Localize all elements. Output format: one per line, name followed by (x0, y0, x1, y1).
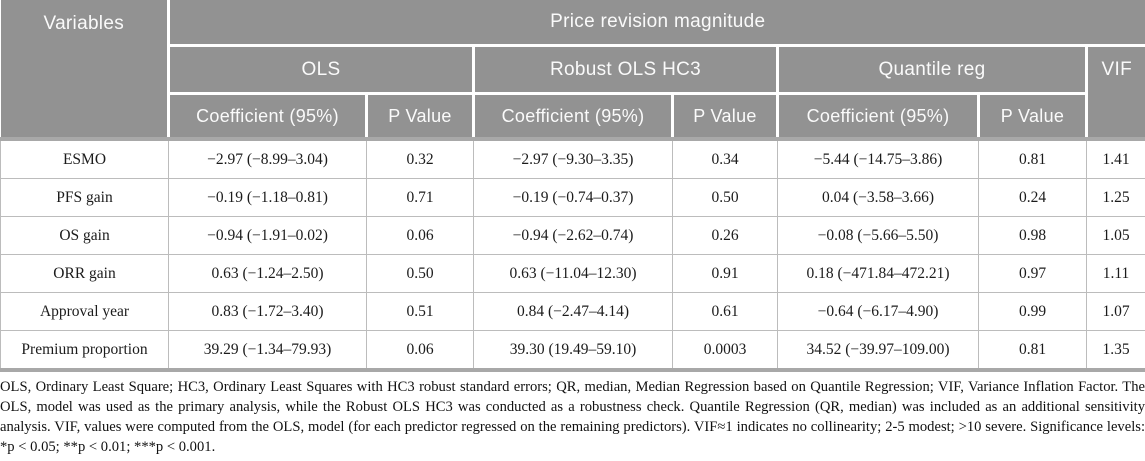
robust-pvalue-cell: 0.0003 (672, 330, 778, 372)
regression-results-table: Variables Price revision magnitude OLS R… (0, 0, 1145, 372)
robust-coefficient-cell: 0.84 (−2.47–4.14) (473, 292, 673, 331)
ols-coefficient-cell: −2.97 (−8.99–3.04) (168, 137, 367, 179)
ols-pvalue-cell: 0.71 (366, 178, 474, 217)
header-row-columns: Coefficient (95%) P Value Coefficient (9… (1, 92, 1145, 139)
ols-pvalue-cell: 0.06 (366, 216, 474, 255)
robust-pvalue-cell: 0.61 (672, 292, 778, 331)
robust-pvalue-cell: 0.50 (672, 178, 778, 217)
quantile-pvalue-cell: 0.24 (978, 178, 1087, 217)
robust-coefficient-cell: 0.63 (−11.04–12.30) (473, 254, 673, 293)
robust-pvalue-cell: 0.26 (672, 216, 778, 255)
robust-pvalue-cell: 0.34 (672, 137, 778, 179)
quantile-pvalue-cell: 0.81 (978, 330, 1087, 372)
quantile-pvalue-cell: 0.98 (978, 216, 1087, 255)
quantile-pvalue-header: P Value (977, 92, 1087, 139)
quantile-pvalue-cell: 0.81 (978, 137, 1087, 179)
table-row: OS gain −0.94 (−1.91–0.02) 0.06 −0.94 (−… (0, 216, 1145, 255)
table-header: Variables Price revision magnitude OLS R… (0, 0, 1145, 139)
robust-pvalue-cell: 0.91 (672, 254, 778, 293)
ols-group-header: OLS (168, 44, 474, 94)
variable-cell: PFS gain (0, 178, 169, 217)
variable-cell: ESMO (0, 137, 169, 179)
quantile-pvalue-cell: 0.99 (978, 292, 1087, 331)
ols-pvalue-header: P Value (365, 92, 474, 139)
vif-cell: 1.05 (1085, 216, 1145, 255)
robust-pvalue-header: P Value (671, 92, 778, 139)
ols-pvalue-cell: 0.06 (366, 330, 474, 372)
vif-cell: 1.41 (1085, 137, 1145, 179)
robust-coefficient-cell: −2.97 (−9.30–3.35) (473, 137, 673, 179)
quantile-coefficient-cell: −5.44 (−14.75–3.86) (777, 137, 979, 179)
ols-coefficient-cell: −0.94 (−1.91–0.02) (168, 216, 367, 255)
table-row: ESMO −2.97 (−8.99–3.04) 0.32 −2.97 (−9.3… (0, 137, 1145, 179)
vif-cell: 1.35 (1085, 330, 1145, 372)
robust-ols-hc3-group-header: Robust OLS HC3 (472, 44, 778, 94)
table-body: ESMO −2.97 (−8.99–3.04) 0.32 −2.97 (−9.3… (0, 137, 1145, 372)
quantile-coefficient-cell: −0.64 (−6.17–4.90) (777, 292, 979, 331)
quantile-coefficient-cell: 0.18 (−471.84–472.21) (777, 254, 979, 293)
robust-coefficient-header: Coefficient (95%) (472, 92, 673, 139)
vif-cell: 1.25 (1085, 178, 1145, 217)
variable-cell: Approval year (0, 292, 169, 331)
quantile-coefficient-cell: −0.08 (−5.66–5.50) (777, 216, 979, 255)
robust-coefficient-cell: 39.30 (19.49–59.10) (473, 330, 673, 372)
table-row: ORR gain 0.63 (−1.24–2.50) 0.50 0.63 (−1… (0, 254, 1145, 293)
ols-coefficient-cell: −0.19 (−1.18–0.81) (168, 178, 367, 217)
ols-coefficient-cell: 0.83 (−1.72–3.40) (168, 292, 367, 331)
variable-cell: OS gain (0, 216, 169, 255)
table-row: PFS gain −0.19 (−1.18–0.81) 0.71 −0.19 (… (0, 178, 1145, 217)
quantile-coefficient-header: Coefficient (95%) (776, 92, 979, 139)
quantile-coefficient-cell: 34.52 (−39.97–109.00) (777, 330, 979, 372)
header-row-top: Variables Price revision magnitude (0, 0, 1145, 139)
ols-pvalue-cell: 0.51 (366, 292, 474, 331)
variable-cell: ORR gain (0, 254, 169, 293)
robust-coefficient-cell: −0.19 (−0.74–0.37) (473, 178, 673, 217)
quantile-pvalue-cell: 0.97 (978, 254, 1087, 293)
robust-coefficient-cell: −0.94 (−2.62–0.74) (473, 216, 673, 255)
vif-cell: 1.11 (1085, 254, 1145, 293)
ols-coefficient-cell: 0.63 (−1.24–2.50) (168, 254, 367, 293)
table-row: Approval year 0.83 (−1.72–3.40) 0.51 0.8… (0, 292, 1145, 331)
table-row: Premium proportion 39.29 (−1.34–79.93) 0… (0, 330, 1145, 372)
vif-cell: 1.07 (1085, 292, 1145, 331)
vif-column-header: VIF (1084, 44, 1145, 139)
table-footnote: OLS, Ordinary Least Square; HC3, Ordinar… (0, 379, 1145, 455)
ols-coefficient-cell: 39.29 (−1.34–79.93) (168, 330, 367, 372)
header-row-groups: OLS Robust OLS HC3 Quantile reg VIF (1, 44, 1145, 139)
ols-pvalue-cell: 0.50 (366, 254, 474, 293)
ols-coefficient-header: Coefficient (95%) (168, 92, 367, 139)
variables-column-header: Variables (0, 0, 170, 139)
quantile-reg-group-header: Quantile reg (776, 44, 1087, 94)
price-revision-magnitude-header: Price revision magnitude (168, 0, 1145, 46)
ols-pvalue-cell: 0.32 (366, 137, 474, 179)
variable-cell: Premium proportion (0, 330, 169, 372)
quantile-coefficient-cell: 0.04 (−3.58–3.66) (777, 178, 979, 217)
